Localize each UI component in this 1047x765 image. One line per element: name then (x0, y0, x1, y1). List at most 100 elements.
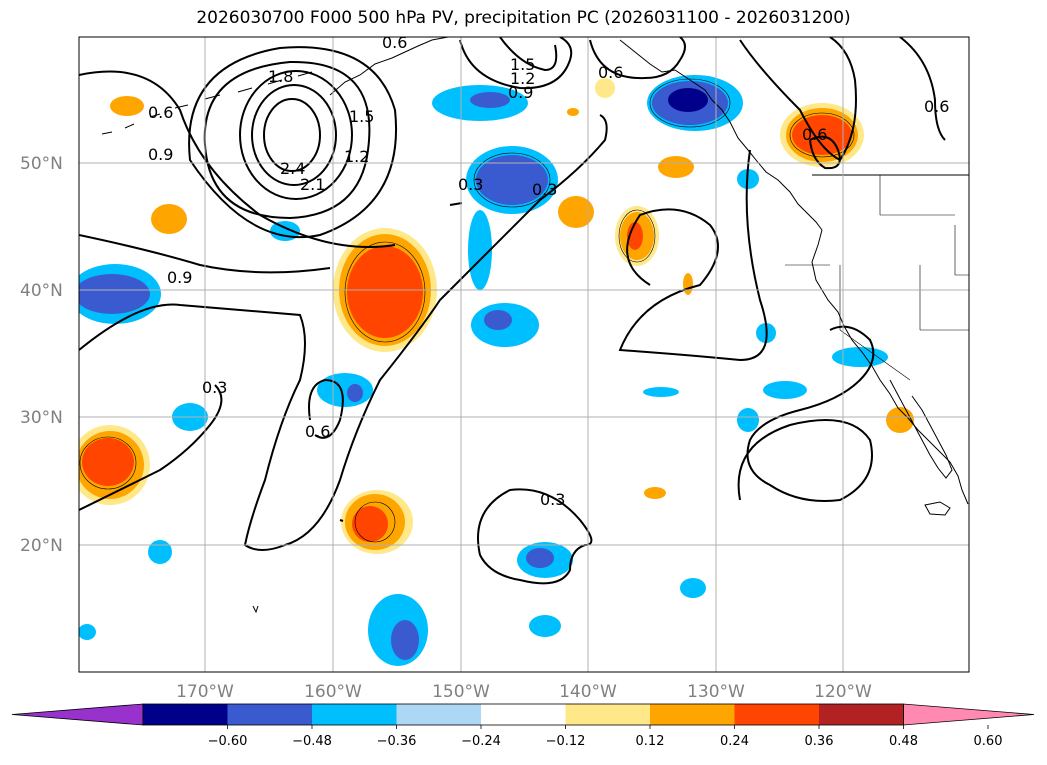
shading-outline (789, 112, 855, 158)
lat-label: 30°N (20, 408, 63, 428)
pos-blob (658, 156, 694, 178)
colorbar-segment (143, 704, 228, 725)
neg-blob (763, 381, 807, 399)
colorbar-segment (650, 704, 735, 725)
colorbar-tick-label: −0.48 (292, 734, 332, 749)
contour-label: 0.6 (382, 33, 407, 52)
plot-frame (78, 36, 970, 673)
pos-blob (644, 487, 666, 499)
contour-label: 0.9 (148, 145, 173, 164)
contour-labels: 0.6 1.8 0.6 0.9 2.4 2.1 1.2 1.5 1.5 1.2 … (148, 33, 949, 509)
pv-contour (79, 384, 223, 511)
contour-label: 0.3 (540, 490, 565, 509)
pv-contour (203, 60, 371, 220)
shading-outlines (79, 78, 855, 543)
neg-blob (470, 92, 510, 108)
neg-blob (468, 210, 492, 290)
neg-blob (680, 578, 706, 598)
pv-contour (79, 70, 396, 248)
pos-blob (567, 108, 579, 116)
map-title: 2026030700 F000 500 hPa PV, precipitatio… (196, 8, 851, 28)
contour-label: 1.5 (349, 107, 374, 126)
longitude-labels: 170°W 160°W 150°W 140°W 130°W 120°W (176, 682, 872, 702)
shading-outline (473, 152, 551, 208)
neg-blob (391, 620, 419, 660)
colorbar-segment (227, 704, 312, 725)
pv-contour (499, 37, 558, 72)
colorbar-tick-label: −0.12 (546, 734, 586, 749)
pv-contour (449, 202, 463, 206)
colorbar: −0.60 −0.48 −0.36 −0.24 −0.12 0.12 0.24 0.36 0.4… (11, 703, 1035, 749)
colorbar-extend-low (11, 703, 144, 726)
lon-label: 170°W (176, 682, 234, 702)
bc-alaska-panhandle (619, 39, 823, 231)
neg-blob (668, 88, 708, 112)
contour-label: 1.5 (510, 55, 535, 74)
lat-label: 20°N (20, 536, 63, 556)
pos-blob (151, 204, 187, 234)
colorbar-segment (312, 704, 397, 725)
colorbar-tick-label: 0.12 (636, 734, 665, 749)
pv-contour (809, 135, 841, 170)
island-coast (252, 605, 259, 614)
pos-blob (558, 196, 594, 228)
precip-shading (79, 75, 914, 666)
neg-blob (737, 408, 759, 432)
north-america-coast (811, 229, 969, 505)
baja-california (889, 379, 953, 479)
state-borders (785, 175, 969, 381)
neg-blob (148, 540, 172, 564)
neg-blob (476, 155, 548, 205)
pos-blob (595, 78, 615, 98)
colorbar-tick-label: 0.60 (974, 734, 1003, 749)
pos-blob (683, 273, 693, 295)
pos-blob (886, 407, 914, 433)
lon-label: 130°W (687, 682, 745, 702)
colorbar-segment (396, 704, 481, 725)
contour-label: 0.3 (458, 175, 483, 194)
pv-contour (899, 37, 946, 141)
island-coast (924, 501, 951, 516)
contour-label: 0.3 (532, 180, 557, 199)
contour-label: 1.8 (268, 67, 293, 86)
pv-contour (737, 325, 875, 502)
colorbar-segment (565, 704, 650, 725)
pos-blob (110, 96, 144, 116)
shading-outline (79, 436, 137, 490)
lat-label: 40°N (20, 281, 63, 301)
neg-blob (529, 615, 561, 637)
gridlines (79, 37, 969, 672)
contour-label: 0.6 (148, 103, 173, 122)
shading-outline (618, 209, 656, 263)
pv-contour (79, 234, 331, 274)
pos-blob (627, 222, 643, 250)
colorbar-tick-label: 0.48 (889, 734, 918, 749)
negative-precip-areas (79, 75, 888, 666)
contour-label: 2.1 (300, 175, 325, 194)
contour-label: 1.2 (344, 147, 369, 166)
neg-blob (317, 373, 373, 407)
shading-outline (344, 241, 426, 343)
colorbar-segment (819, 704, 904, 725)
neg-blob (79, 624, 96, 640)
contour-label: 0.6 (802, 125, 827, 144)
aleutian-islands (101, 71, 313, 135)
contour-label: 2.4 (280, 159, 305, 178)
lon-label: 150°W (432, 682, 490, 702)
neg-blob (79, 274, 150, 314)
lon-label: 160°W (304, 682, 362, 702)
contour-label: 1.2 (510, 69, 535, 88)
pv-contour (618, 149, 768, 362)
pv-contour (459, 37, 573, 90)
colorbar-segment (734, 704, 819, 725)
pv-contour (239, 70, 353, 200)
pos-blob (82, 438, 134, 486)
neg-blob (526, 548, 554, 568)
pv-contour (79, 114, 608, 551)
contour-label: 0.6 (598, 63, 623, 82)
colorbar-tick-label: 0.24 (720, 734, 749, 749)
neg-blob (643, 387, 679, 397)
colorbar-tick-label: −0.60 (208, 734, 248, 749)
contour-label: 0.9 (167, 268, 192, 287)
